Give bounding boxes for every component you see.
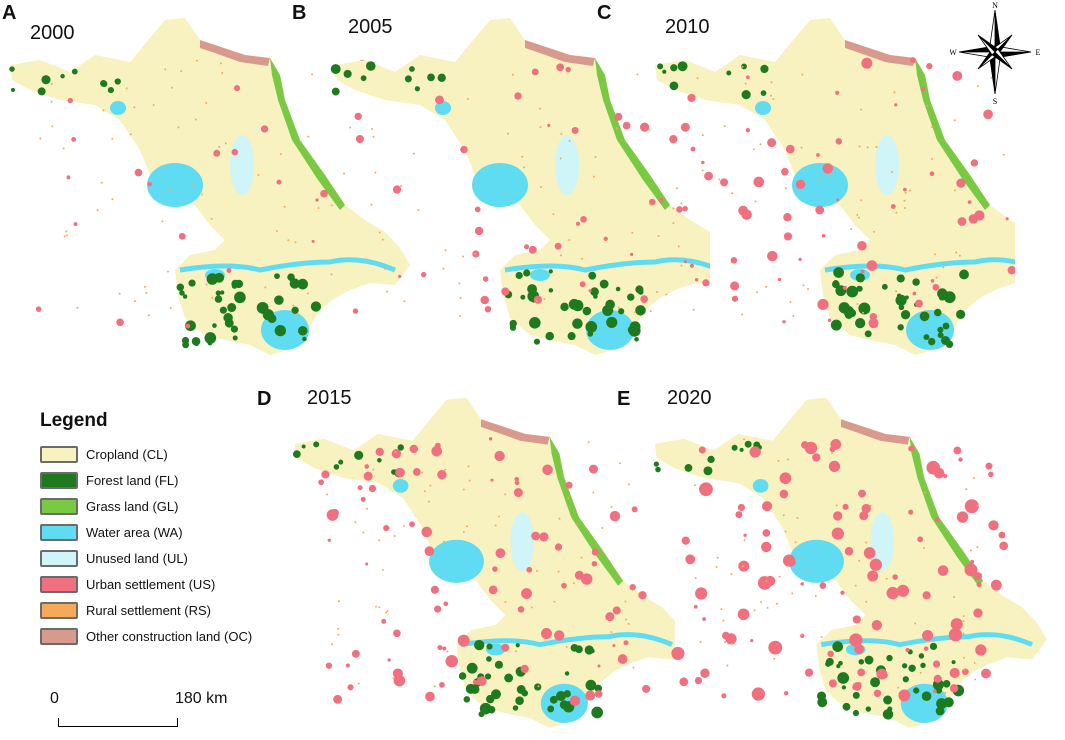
legend-label: Other construction land (OC) [86,628,253,644]
legend-items: Cropland (CL) Forest land (FL) Grass land … [40,442,290,648]
water-body [752,478,769,493]
legend-swatch [40,523,78,541]
map-2015 [292,397,675,728]
legend-item: Forest land (FL) [40,468,290,492]
water-body [110,101,126,115]
legend-item: Urban settlement (US) [40,572,290,596]
legend-item: Cropland (CL) [40,442,290,466]
map-2000 [9,18,410,355]
scale-line [58,718,178,727]
panel-year-2010: 2010 [665,16,710,38]
water-body [429,539,484,583]
water-body [530,269,550,281]
water-body [792,163,848,207]
panel-letter-e: E [617,388,631,410]
water-body [555,135,579,195]
legend-label: Grass land (GL) [86,498,179,514]
north-arrow-compass: N S E W [949,0,1040,106]
panel-letter-a: A [2,2,17,24]
legend-item: Water area (WA) [40,520,290,544]
panel-year-2005: 2005 [348,16,393,38]
water-body [870,512,894,572]
compass-s: S [993,97,997,105]
water-body [392,478,409,493]
water-body [755,101,771,115]
legend-swatch [40,445,78,463]
cropland-region [10,18,410,355]
legend-label: Cropland (CL) [86,446,168,462]
legend-title: Legend [40,410,108,431]
scale-bar: 0 180 km [50,690,227,730]
map-2005 [330,18,710,355]
water-body [472,163,528,207]
map-2010 [655,18,1015,355]
water-body [789,539,844,583]
panel-year-2020: 2020 [667,387,712,409]
water-body [147,163,203,207]
legend-swatch [40,549,78,567]
compass-e: E [1036,48,1040,57]
map-2020 [653,397,1047,728]
panel-letter-b: B [292,2,307,24]
legend-item: Rural settlement (RS) [40,598,290,622]
legend-label: Forest land (FL) [86,472,179,488]
compass-n: N [992,1,998,10]
legend-swatch [40,497,78,515]
water-body [875,135,899,195]
scale-start-label: 0 [50,690,59,707]
legend-label: Urban settlement (US) [86,576,216,592]
panel-year-2000: 2000 [30,22,75,44]
legend-swatch [40,601,78,619]
water-body [435,101,451,115]
panel-letter-c: C [597,2,612,24]
legend-label: Water area (WA) [86,524,183,540]
legend-swatch [40,627,78,645]
scale-end-label: 180 km [175,690,228,707]
legend-label: Unused land (UL) [86,550,188,566]
panel-2000: A 2000 [0,0,420,370]
panel-year-2015: 2015 [307,387,352,409]
legend-swatch [40,471,78,489]
legend-item: Unused land (UL) [40,546,290,570]
water-body [586,310,634,350]
water-body [900,683,948,723]
map-legend: Legend Cropland (CL) Forest land (FL) Gras… [40,410,290,650]
panel-2005: B 2005 [290,0,710,370]
cropland-region [654,397,1047,728]
panel-letter-d: D [257,388,272,410]
legend-item: Other construction land (OC) [40,624,290,648]
water-body [510,512,534,572]
compass-w: W [950,48,957,57]
panel-2015: D 2015 [255,385,675,740]
panel-2010: C 2010 [595,0,1015,370]
panel-2020: E 2020 [615,385,1065,740]
legend-item: Grass land (GL) [40,494,290,518]
water-body [230,135,254,195]
legend-swatch [40,575,78,593]
cropland-region [294,397,675,728]
legend-label: Rural settlement (RS) [86,602,211,618]
